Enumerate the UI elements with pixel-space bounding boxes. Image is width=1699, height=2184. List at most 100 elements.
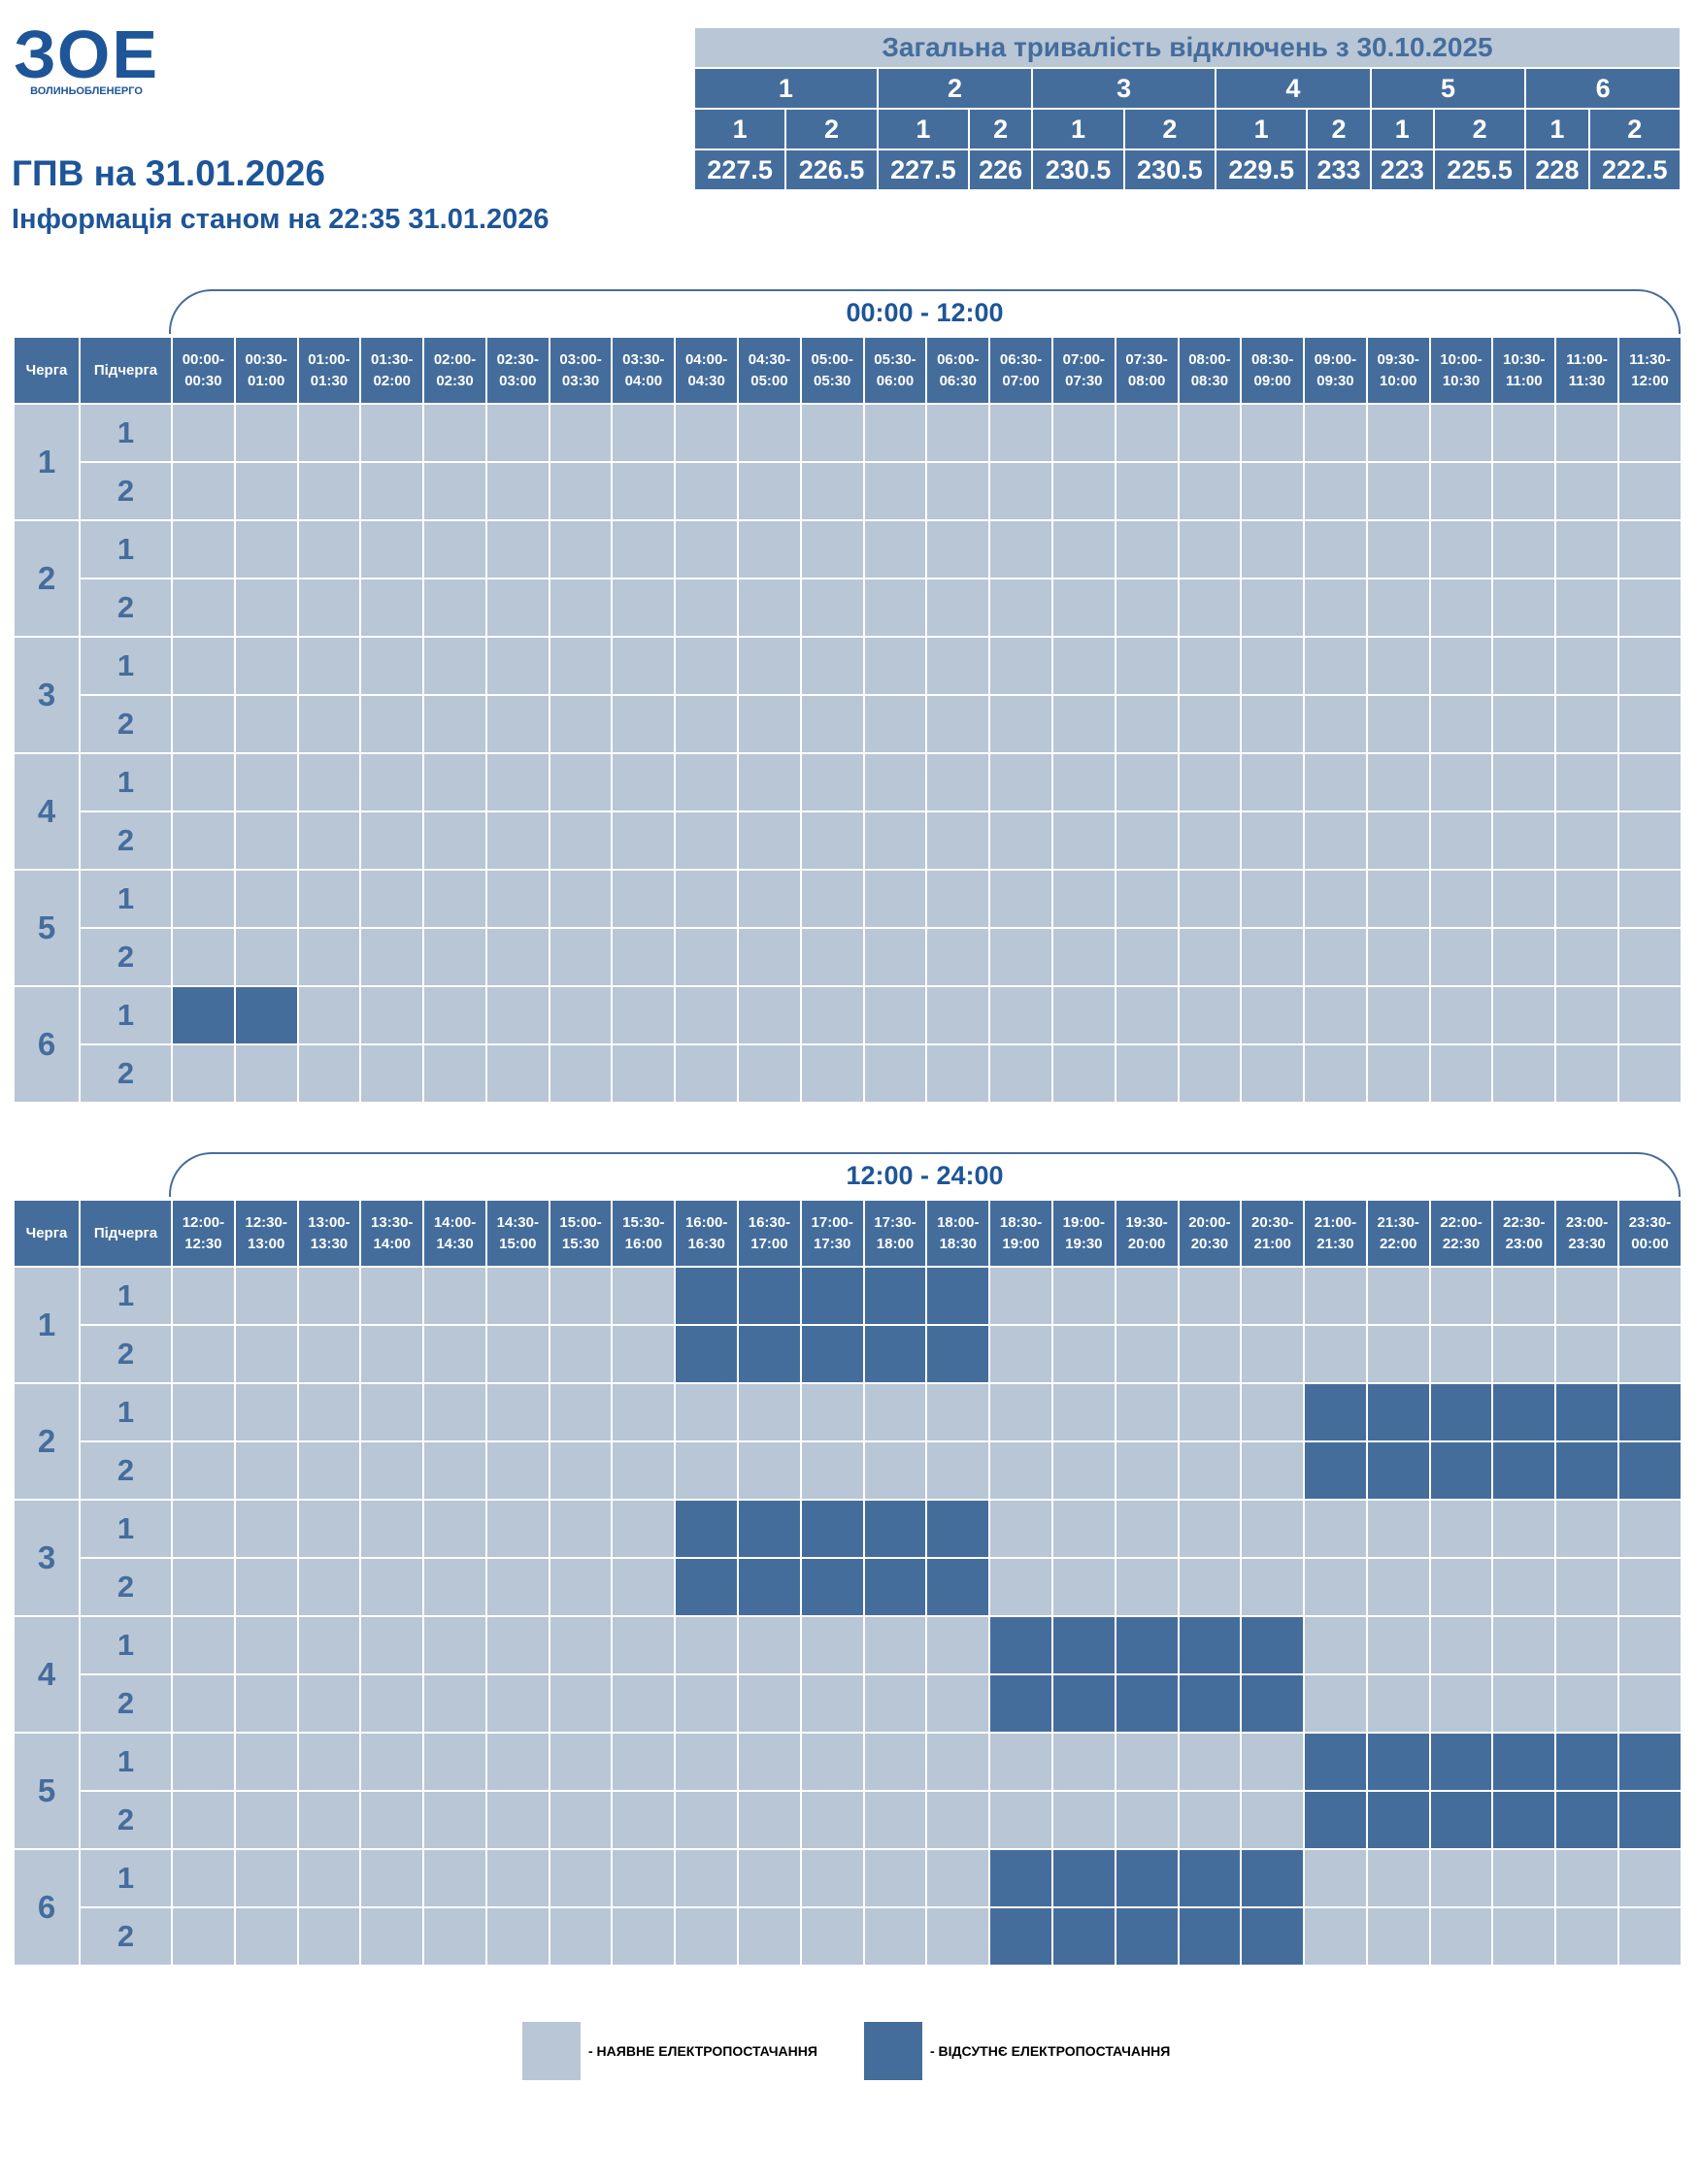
power-cell [1430,1850,1492,1906]
power-cell [676,463,738,519]
outage-cell [1367,1734,1429,1790]
power-cell [676,812,738,869]
outage-cell [1556,1384,1617,1440]
queue-label: 3 [15,1501,79,1615]
power-cell [927,1384,989,1440]
outage-cell [927,1268,989,1324]
power-cell [361,929,423,985]
power-cell [424,1675,485,1732]
power-cell [1367,696,1429,752]
power-cell [1430,1326,1492,1382]
power-cell [676,754,738,811]
power-cell [550,1501,612,1557]
outage-cell [990,1850,1051,1906]
outage-cell [739,1559,800,1615]
slot-header: 21:00-21:30 [1305,1201,1366,1266]
power-cell [173,1442,234,1499]
power-cell [1179,1045,1241,1102]
power-cell [361,1384,423,1440]
power-cell [1116,638,1178,694]
outage-cell [1618,1442,1681,1499]
power-cell [1179,638,1241,694]
slot-header: 23:30-00:00 [1618,1201,1681,1266]
power-cell [1052,929,1115,985]
power-cell [235,1617,297,1673]
power-cell [1430,1675,1492,1732]
power-cell [424,1792,485,1848]
queue-label: 2 [15,1384,79,1499]
power-cell [864,1850,926,1906]
slot-header: 07:30-08:00 [1116,338,1178,403]
outage-cell [864,1501,926,1557]
power-cell [1493,1045,1555,1102]
power-cell [1430,871,1492,927]
power-cell [1052,987,1115,1043]
power-cell [1618,987,1681,1043]
power-cell [173,1384,234,1440]
power-cell [1052,1501,1115,1557]
power-cell [613,1384,675,1440]
power-cell [990,1792,1051,1848]
power-cell [676,1792,738,1848]
power-cell [1242,579,1304,636]
queue-header: 4 [1216,69,1370,108]
power-cell [739,1908,800,1965]
power-cell [1179,754,1241,811]
power-cell [1493,754,1555,811]
power-cell [424,696,485,752]
power-cell [613,871,675,927]
power-cell [486,1442,549,1499]
power-cell [486,1908,549,1965]
power-cell [486,1045,549,1102]
power-cell [1116,405,1178,461]
slot-header: 23:00-23:30 [1556,1201,1617,1266]
power-cell [424,638,485,694]
power-cell [173,754,234,811]
power-cell [486,405,549,461]
slot-header: 04:00-04:30 [676,338,738,403]
power-cell [298,1442,360,1499]
power-cell [1430,1501,1492,1557]
power-cell [613,1442,675,1499]
power-cell [361,638,423,694]
power-cell [927,871,989,927]
power-cell [864,1617,926,1673]
power-cell [486,579,549,636]
power-cell [676,1850,738,1906]
power-cell [1242,812,1304,869]
power-cell [1242,1442,1304,1499]
power-cell [550,638,612,694]
power-cell [424,987,485,1043]
power-cell [1052,1734,1115,1790]
outage-cell [676,1501,738,1557]
summary-title: Загальна тривалість відключень з 30.10.2… [695,28,1680,67]
power-cell [1242,754,1304,811]
power-cell [864,754,926,811]
power-cell [424,463,485,519]
power-cell [1367,871,1429,927]
power-cell [1242,463,1304,519]
power-cell [1618,638,1681,694]
power-cell [613,1045,675,1102]
power-cell [235,929,297,985]
power-cell [486,871,549,927]
outage-cell [1618,1384,1681,1440]
subqueue-label: 2 [81,696,171,752]
outage-cell [1179,1617,1241,1673]
power-cell [361,696,423,752]
outage-cell [1179,1675,1241,1732]
power-cell [1052,405,1115,461]
power-cell [424,1617,485,1673]
power-cell [550,1559,612,1615]
outage-cell [1305,1442,1366,1499]
power-cell [1556,1326,1617,1382]
power-cell [486,1384,549,1440]
power-cell [1052,812,1115,869]
power-cell [1179,521,1241,578]
schedule-row: 2 [15,1675,1681,1732]
power-cell [990,1501,1051,1557]
power-cell [1179,579,1241,636]
power-cell [1430,987,1492,1043]
power-cell [1116,987,1178,1043]
